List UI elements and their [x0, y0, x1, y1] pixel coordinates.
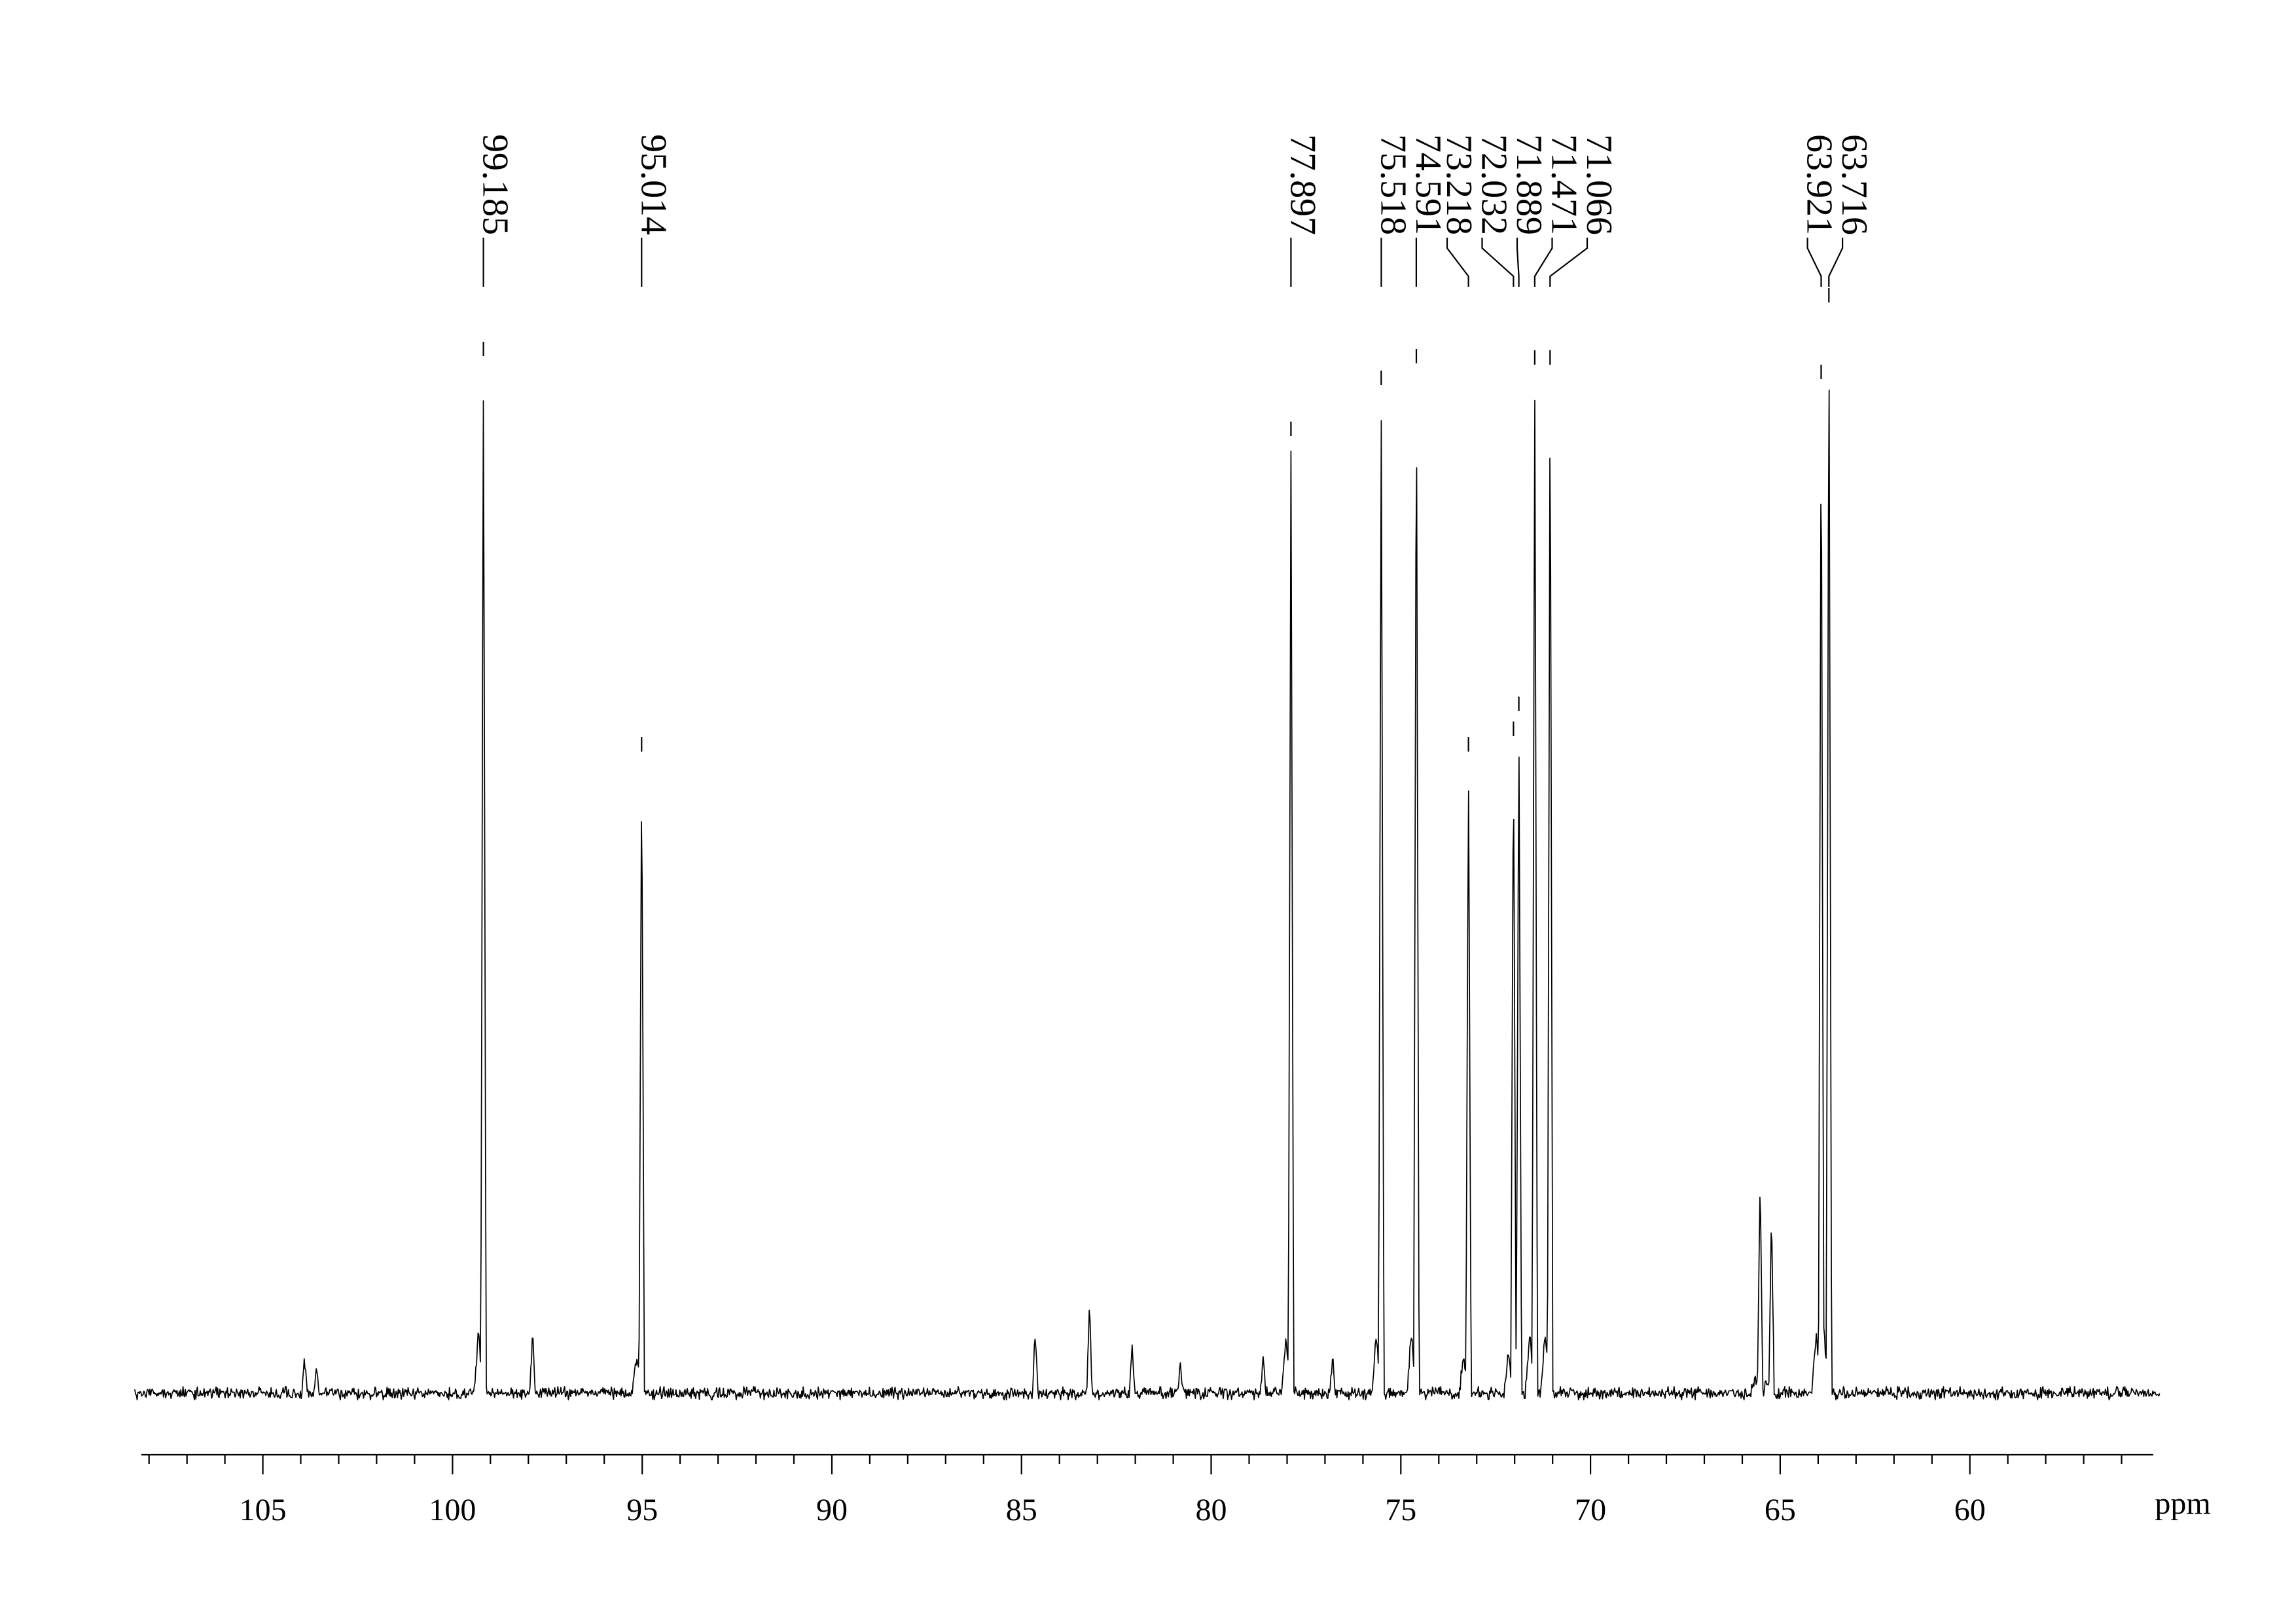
svg-text:73.218: 73.218 — [1439, 134, 1479, 235]
svg-text:75: 75 — [1385, 1493, 1416, 1527]
svg-text:60: 60 — [1954, 1493, 1986, 1527]
svg-text:90: 90 — [816, 1493, 848, 1527]
svg-text:63.716: 63.716 — [1834, 134, 1874, 235]
svg-text:71.471: 71.471 — [1544, 134, 1585, 235]
svg-text:80: 80 — [1196, 1493, 1227, 1527]
svg-text:65: 65 — [1765, 1493, 1796, 1527]
svg-text:105: 105 — [240, 1493, 287, 1527]
svg-text:70: 70 — [1575, 1493, 1606, 1527]
svg-text:100: 100 — [429, 1493, 476, 1527]
svg-text:77.897: 77.897 — [1282, 134, 1323, 235]
svg-text:63.921: 63.921 — [1799, 134, 1840, 235]
svg-text:72.032: 72.032 — [1474, 134, 1515, 235]
svg-text:75.518: 75.518 — [1372, 134, 1413, 235]
svg-text:95.014: 95.014 — [633, 134, 673, 235]
svg-text:95: 95 — [626, 1493, 658, 1527]
svg-text:85: 85 — [1006, 1493, 1037, 1527]
svg-text:ppm: ppm — [2155, 1486, 2210, 1521]
svg-text:99.185: 99.185 — [475, 134, 516, 235]
svg-text:71.066: 71.066 — [1579, 134, 1619, 235]
svg-text:71.889: 71.889 — [1509, 134, 1549, 235]
